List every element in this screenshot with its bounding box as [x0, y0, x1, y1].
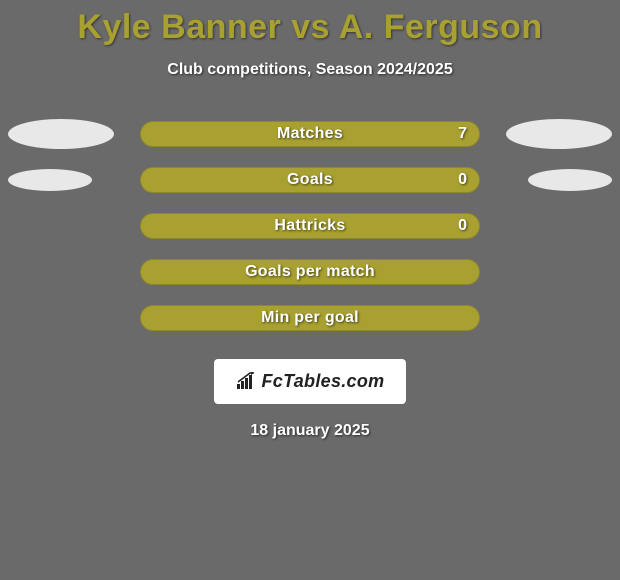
player-right-ellipse	[506, 119, 612, 149]
brand-chart-icon	[236, 372, 258, 390]
comparison-infographic: Kyle Banner vs A. Ferguson Club competit…	[0, 0, 620, 580]
stat-bar: Hattricks0	[140, 213, 480, 239]
stat-row: Hattricks0	[0, 203, 620, 249]
stat-rows: Matches7Goals0Hattricks0Goals per matchM…	[0, 111, 620, 341]
stat-label: Goals	[141, 171, 479, 189]
brand-badge: FcTables.com	[214, 359, 407, 404]
stat-label: Matches	[141, 125, 479, 143]
stat-row: Min per goal	[0, 295, 620, 341]
stat-value: 0	[458, 171, 467, 189]
stat-row: Matches7	[0, 111, 620, 157]
stat-row: Goals per match	[0, 249, 620, 295]
stat-row: Goals0	[0, 157, 620, 203]
stat-bar: Goals per match	[140, 259, 480, 285]
brand-text: FcTables.com	[262, 371, 385, 391]
stat-label: Min per goal	[141, 309, 479, 327]
player-right-ellipse	[528, 169, 612, 191]
stat-value: 0	[458, 217, 467, 235]
stat-bar: Matches7	[140, 121, 480, 147]
page-title: Kyle Banner vs A. Ferguson	[0, 0, 620, 47]
player-left-ellipse	[8, 169, 92, 191]
page-subtitle: Club competitions, Season 2024/2025	[0, 61, 620, 79]
stat-label: Hattricks	[141, 217, 479, 235]
stat-bar: Min per goal	[140, 305, 480, 331]
player-left-ellipse	[8, 119, 114, 149]
stat-label: Goals per match	[141, 263, 479, 281]
date-label: 18 january 2025	[0, 422, 620, 440]
stat-value: 7	[458, 125, 467, 143]
stat-bar: Goals0	[140, 167, 480, 193]
